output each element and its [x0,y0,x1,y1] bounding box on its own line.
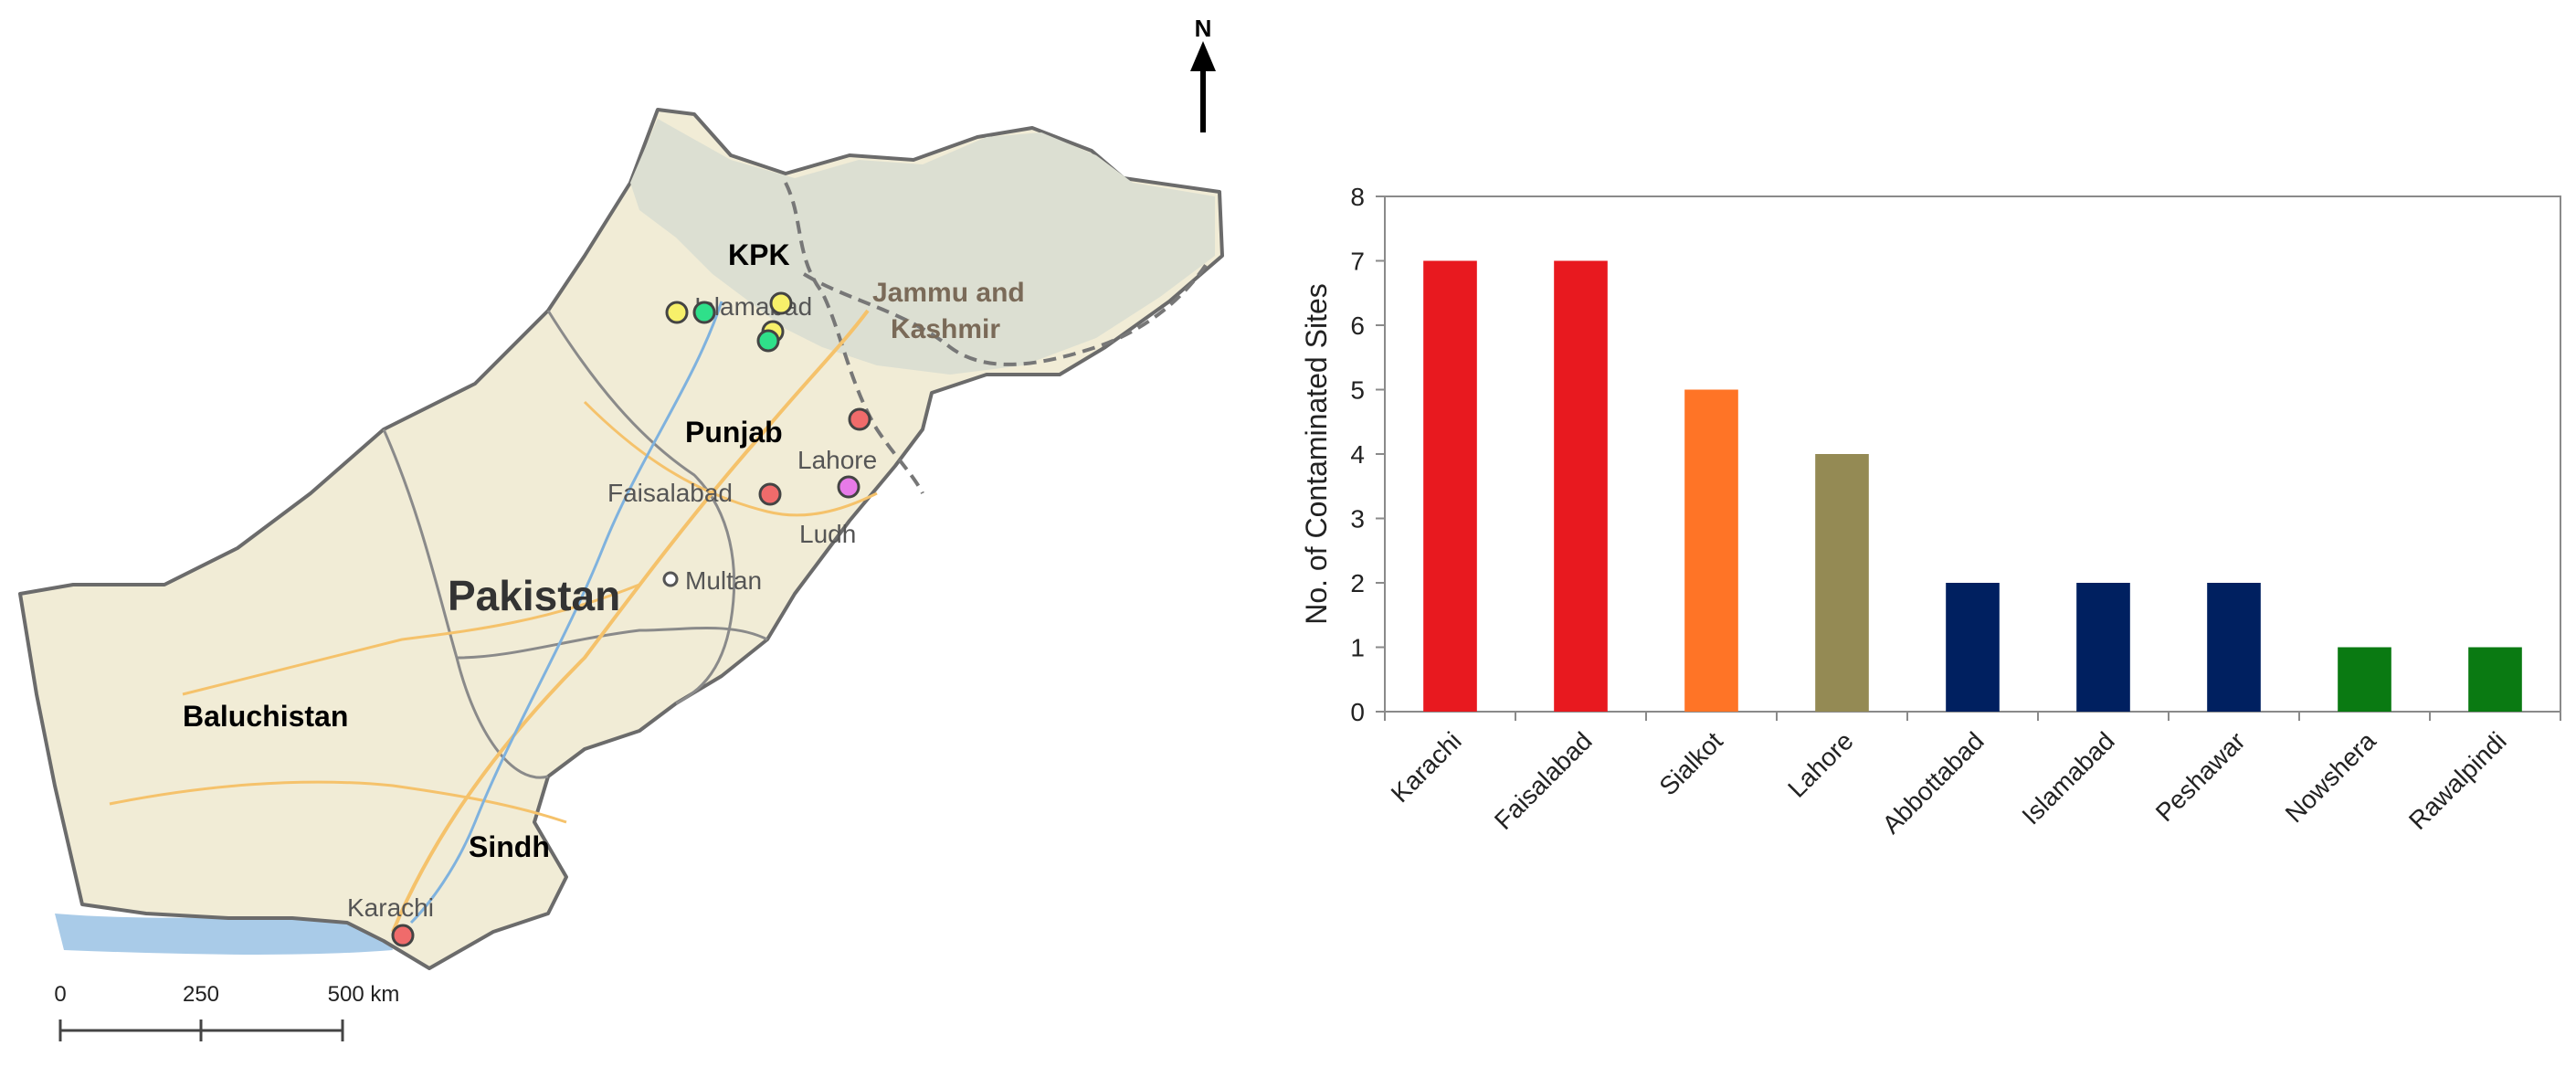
x-tick-label: Rawalpindi [2403,726,2512,835]
site-marker [665,301,689,324]
bar-karachi [1423,260,1477,712]
province-border [382,428,549,779]
city-label-multan: Multan [685,566,762,595]
map-panel: N Pakistan Jammu and Kashmir KPK Punjab … [0,0,1224,1067]
bar-islamabad [2076,583,2130,712]
scale-label-250: 250 [183,982,219,1007]
y-tick-label: 2 [1350,569,1365,597]
city-label-lahore: Lahore [797,446,877,474]
site-marker [848,407,871,431]
x-tick-label: Nowshera [2280,726,2381,828]
bar-nowshera [2338,647,2391,712]
bar-chart: 0 1 2 3 4 5 6 7 8 No. of Contaminated Sites Karach… [1300,183,2561,840]
bar-abbottabad [1946,583,2000,712]
kashmir-border [784,182,924,494]
x-tick-label: Peshawar [2150,726,2251,827]
multan-dot [662,571,679,587]
scale-label-500km: 500 km [328,982,400,1007]
indus-river [409,301,723,924]
chart-panel: 0 1 2 3 4 5 6 7 8 No. of Contaminated Sites Karach… [1224,0,2576,1067]
road [583,400,878,517]
site-marker [692,301,716,324]
disputed-border [802,263,1208,366]
road [182,583,640,696]
y-axis-label: No. of Contaminated Sites [1300,283,1333,625]
city-label-ludh: Ludh [799,520,856,548]
bar-sialkot [1684,389,1738,712]
country-label: Pakistan [448,572,620,619]
province-border [546,310,736,705]
y-tick-label: 4 [1350,440,1365,469]
city-label-karachi: Karachi [347,893,434,922]
road [109,780,567,824]
y-tick-label: 5 [1350,376,1365,405]
x-tick-label: Faisalabad [1489,726,1598,835]
y-tick-label: 1 [1350,634,1365,662]
area-label-line2: Kashmir [891,314,1000,344]
x-tick-label: Sialkot [1653,726,1728,801]
site-marker [391,924,415,947]
x-tick-label: Abbottabad [1877,726,1990,839]
province-border [456,627,768,660]
bar-lahore [1815,454,1869,712]
x-tick-label: Lahore [1782,726,1859,803]
site-marker [756,329,780,353]
bar-faisalabad [1554,260,1608,712]
scale-label-0: 0 [54,982,66,1007]
bar-rawalpindi [2468,647,2522,712]
site-marker [758,482,782,506]
y-tick-label: 0 [1350,698,1365,726]
region-label-kpk: KPK [728,238,790,271]
x-tick-label: Karachi [1386,726,1467,808]
region-label-sindh: Sindh [469,830,550,863]
x-tick-label: Islamabad [2016,726,2119,829]
region-label-baluchistan: Baluchistan [183,700,348,733]
area-label-line1: Jammu and [872,278,1025,308]
site-marker [837,475,860,499]
bar-peshawar [2207,583,2261,712]
site-marker [769,291,793,315]
north-arrow: N [1190,15,1216,132]
pakistan-map: N Pakistan Jammu and Kashmir KPK Punjab … [18,15,1224,1041]
y-tick-label: 8 [1350,183,1365,211]
city-label-faisalabad: Faisalabad [607,479,733,507]
y-tick-label: 6 [1350,312,1365,340]
scale-bar: 0 250 500 km [54,982,399,1041]
y-tick-label: 7 [1350,248,1365,276]
road [391,309,870,933]
y-tick-label: 3 [1350,505,1365,534]
arabian-sea-coast [55,914,393,955]
north-label: N [1195,15,1212,42]
region-label-punjab: Punjab [685,416,783,449]
